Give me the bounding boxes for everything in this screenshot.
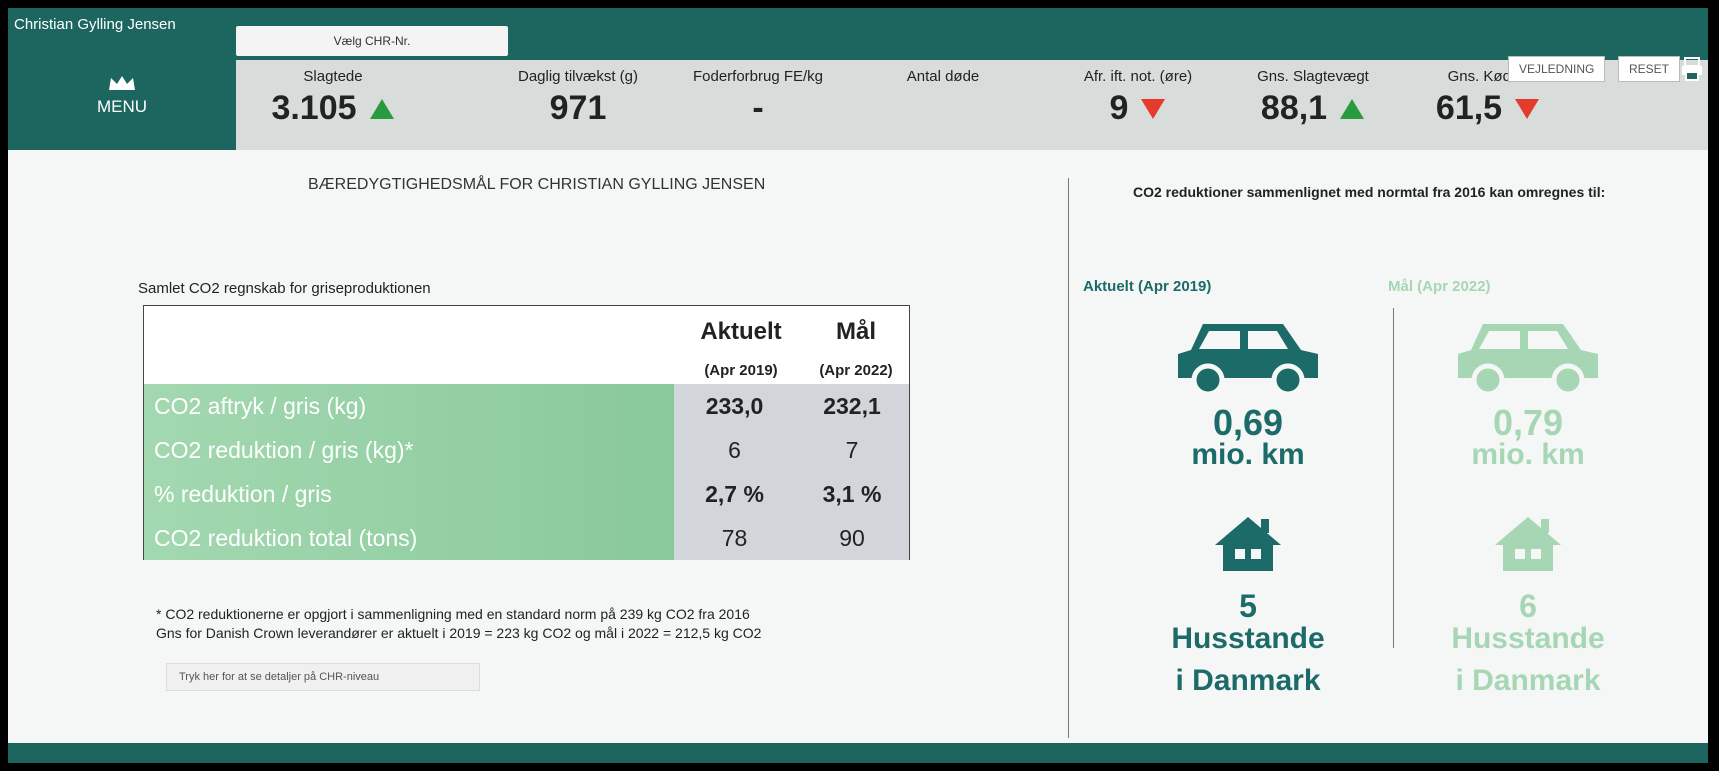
kpi-label: Slagtede xyxy=(303,68,363,85)
table-row: CO2 reduktion total (tons) 78 90 xyxy=(144,516,909,560)
kpi-value-row: 971 xyxy=(468,89,688,128)
co2-table: Aktuelt (Apr 2019) Mål (Apr 2022) CO2 aftryk… xyxy=(143,305,910,560)
trend-up xyxy=(369,98,394,119)
km-value: 0,79 xyxy=(1492,402,1564,443)
kpi-label: Antal døde xyxy=(906,68,980,85)
bottom-bar xyxy=(8,743,1708,763)
households-value: 5 xyxy=(1239,588,1257,624)
kpi: Antal døde xyxy=(878,68,1008,85)
kpi-value: 88,1 xyxy=(1260,89,1328,127)
kpi: Gns. Slagtevægt 88,1 xyxy=(1228,68,1398,128)
row-label: CO2 reduktion total (tons) xyxy=(144,516,674,560)
kpi: Slagtede 3.105 xyxy=(258,68,408,128)
cell-value: 232,1 xyxy=(795,384,909,428)
footnote: * CO2 reduktionerne er opgjort i sammenl… xyxy=(156,606,750,622)
column-divider xyxy=(1393,308,1394,648)
row-label: CO2 reduktion / gris (kg)* xyxy=(144,428,674,472)
cell-value: 233,0 xyxy=(674,384,795,428)
column-label: Aktuelt (Apr 2019) xyxy=(1083,278,1212,295)
kpi-value: - xyxy=(752,89,764,127)
kpi: Foderforbrug FE/kg - xyxy=(658,68,858,128)
cell-value: 7 xyxy=(795,428,909,472)
car-icon xyxy=(1458,324,1598,396)
km-value: 0,69 xyxy=(1212,402,1284,443)
kpi-value-row: 3.105 xyxy=(258,89,408,128)
cell-value: 3,1 % xyxy=(795,472,909,516)
table-row: CO2 aftryk / gris (kg) 233,0 232,1 xyxy=(144,384,909,428)
table-row: % reduktion / gris 2,7 % 3,1 % xyxy=(144,472,909,516)
table-row: CO2 reduktion / gris (kg)* 6 7 xyxy=(144,428,909,472)
header-button[interactable]: VEJLEDNING xyxy=(1508,56,1606,82)
header-button[interactable]: RESET xyxy=(1618,56,1681,82)
cell-value: 78 xyxy=(674,516,795,560)
trend-down xyxy=(1515,98,1540,119)
column-header: Aktuelt xyxy=(700,318,782,345)
kpi-label: Daglig tilvækst (g) xyxy=(517,68,639,85)
section-title: BÆREDYGTIGHEDSMÅL FOR CHRISTIAN GYLLING … xyxy=(308,176,766,193)
column-subheader: (Apr 2019) xyxy=(704,362,778,379)
kpi-bar xyxy=(236,60,1708,150)
table-caption: Samlet CO2 regnskab for griseproduktione… xyxy=(138,280,431,297)
divider xyxy=(1068,178,1069,738)
row-label: CO2 aftryk / gris (kg) xyxy=(144,384,674,428)
column-header: Mål xyxy=(835,318,876,345)
column-subheader: (Apr 2022) xyxy=(819,362,893,379)
row-label: % reduktion / gris xyxy=(144,472,674,516)
kpi-label: Gns. Slagtevægt xyxy=(1257,68,1369,85)
right-title: CO2 reduktioner sammenlignet med normtal… xyxy=(1133,184,1606,200)
households-unit: Husstande i Danmark xyxy=(1171,622,1325,697)
house-icon xyxy=(1495,517,1561,571)
trend-up xyxy=(1340,98,1365,119)
cell-value: 90 xyxy=(795,516,909,560)
car-icon xyxy=(1178,324,1318,396)
km-unit: mio. km xyxy=(1471,438,1585,471)
kpi-value-row: - xyxy=(658,89,858,128)
kpi-value: 971 xyxy=(549,89,607,127)
column-label: Mål (Apr 2022) xyxy=(1388,278,1491,295)
cell-value: 6 xyxy=(674,428,795,472)
footnote: Gns for Danish Crown leverandører er akt… xyxy=(156,625,762,641)
user-name: Christian Gylling Jensen xyxy=(14,16,176,33)
kpi-value-row: 9 xyxy=(1048,89,1228,128)
kpi-value-row: 61,5 xyxy=(1408,89,1568,128)
kpi-value: 61,5 xyxy=(1435,89,1503,127)
kpi-label: Afr. ift. not. (øre) xyxy=(1083,68,1193,85)
detail-button[interactable]: Tryk her for at se detaljer på CHR-nivea… xyxy=(166,663,480,691)
menu-label: MENU xyxy=(96,97,148,116)
print-icon xyxy=(1682,57,1702,81)
kpi-value-row: 88,1 xyxy=(1228,89,1398,128)
crown-icon xyxy=(109,76,135,90)
km-unit: mio. km xyxy=(1191,438,1305,471)
trend-down xyxy=(1141,98,1166,119)
kpi: Daglig tilvækst (g) 971 xyxy=(468,68,688,128)
app: Christian Gylling Jensen Vælg CHR-Nr. ME… xyxy=(8,8,1708,763)
kpi-value: 3.105 xyxy=(271,89,357,127)
kpi-value: 9 xyxy=(1109,89,1129,127)
cell-value: 2,7 % xyxy=(674,472,795,516)
kpi-label: Foderforbrug FE/kg xyxy=(692,68,824,85)
house-icon xyxy=(1215,517,1281,571)
kpi: Afr. ift. not. (øre) 9 xyxy=(1048,68,1228,128)
chr-select[interactable]: Vælg CHR-Nr. xyxy=(236,26,508,56)
households-value: 6 xyxy=(1519,588,1537,624)
households-unit: Husstande i Danmark xyxy=(1451,622,1605,697)
kpi: Gns. Kød % 61,5 xyxy=(1408,68,1568,128)
menu-button[interactable]: MENU xyxy=(8,60,236,150)
